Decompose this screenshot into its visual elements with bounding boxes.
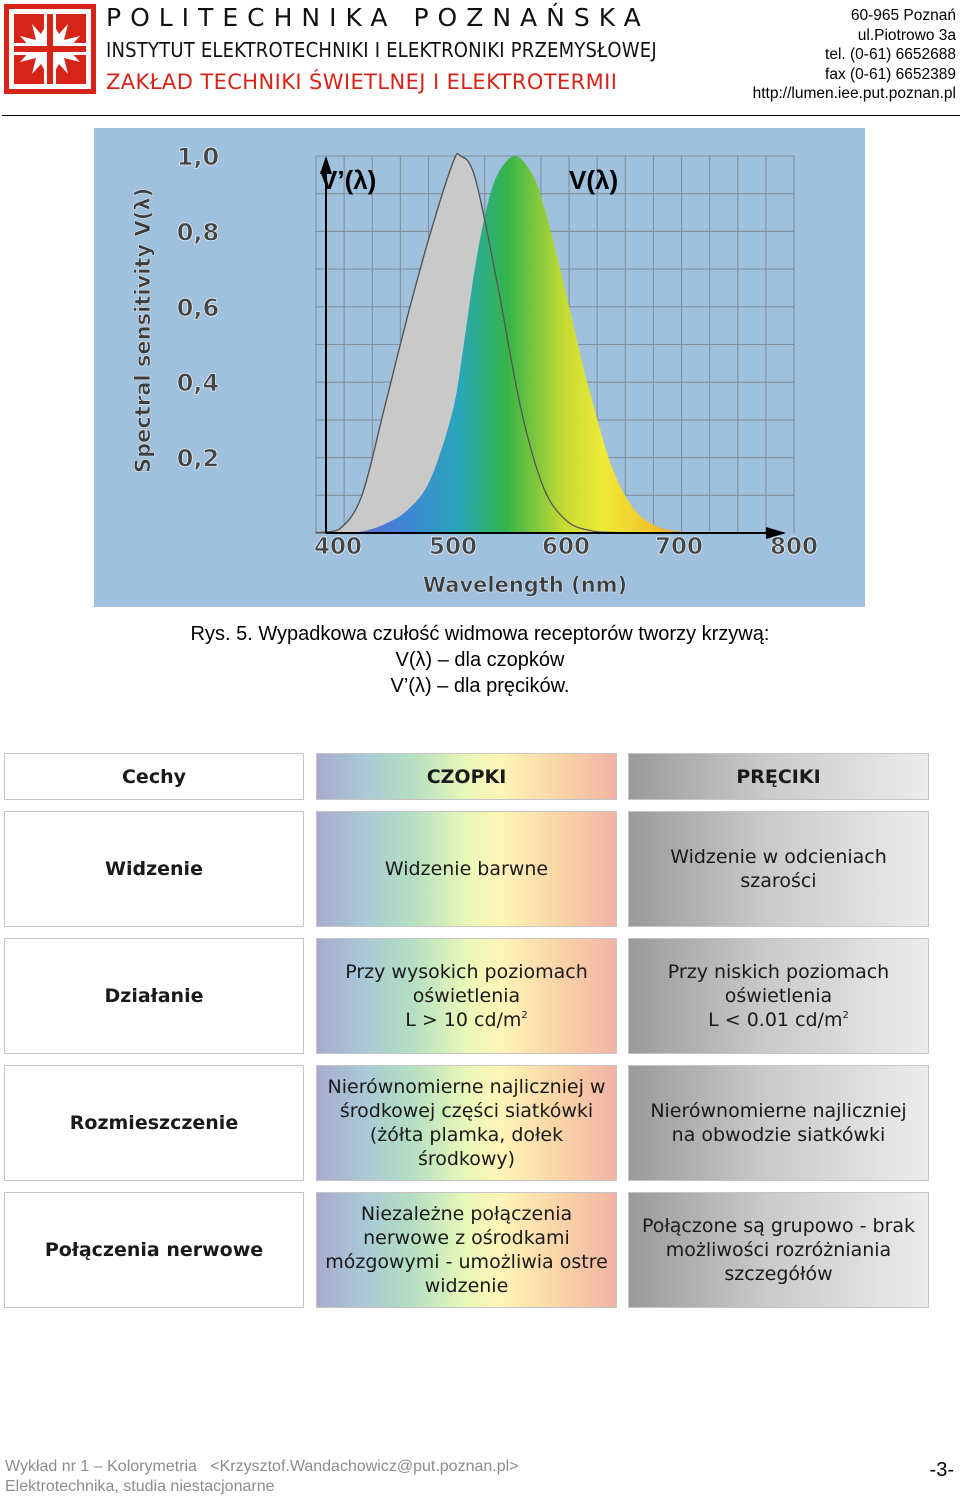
rods-neural-connections: Połączone są grupowo - brak możliwości r… xyxy=(628,1192,929,1308)
feature-operation: Działanie xyxy=(4,938,304,1054)
contact-fax: fax (0-61) 6652389 xyxy=(825,65,956,83)
rods-vision: Widzenie w odcieniach szarości xyxy=(628,811,929,927)
header-features: Cechy xyxy=(4,753,304,800)
x-tick-label-2: 600 xyxy=(542,534,590,560)
x-tick-label-1: 500 xyxy=(429,534,477,560)
cones-operation-text: Przy wysokich poziomach oświetlenia xyxy=(345,961,588,1007)
cones-curve-label: V(λ) xyxy=(569,165,618,195)
footer-lecture: Wykład nr 1 – Kolorymetria <Krzysztof.Wa… xyxy=(5,1458,519,1475)
y-tick-label-1: 0,8 xyxy=(177,218,220,246)
rods-operation: Przy niskich poziomach oświetlenia L < 0… xyxy=(628,938,929,1054)
cones-operation-value: L > 10 cd/m2 xyxy=(405,1009,528,1031)
contact-block: 60-965 Poznań ul.Piotrowo 3a tel. (0-61)… xyxy=(753,6,956,104)
y-tick-label-3: 0,4 xyxy=(177,369,220,397)
caption-line-3: V’(λ) – dla pręcików. xyxy=(390,675,570,697)
footer-course: Elektrotechnika, studia niestacjonarne xyxy=(5,1478,275,1495)
feature-vision: Widzenie xyxy=(4,811,304,927)
y-axis-arrow-icon xyxy=(320,156,332,174)
spectral-sensitivity-figure: 1,0 0,8 0,6 0,4 0,2 400 500 600 700 800 Spectral… xyxy=(94,128,865,607)
cones-curve-area xyxy=(316,155,772,534)
university-name: POLITECHNIKA POZNAŃSKA xyxy=(106,3,650,32)
header-rods: PRĘCIKI xyxy=(628,753,929,800)
rods-distribution: Nierównomierne najliczniej na obwodzie s… xyxy=(628,1065,929,1181)
feature-distribution: Rozmieszczenie xyxy=(4,1065,304,1181)
university-logo-icon xyxy=(4,4,96,94)
rods-operation-text: Przy niskich poziomach oświetlenia xyxy=(667,961,890,1007)
header-cones: CZOPKI xyxy=(316,753,617,800)
contact-street: ul.Piotrowo 3a xyxy=(857,26,956,44)
institute-name: INSTYTUT ELEKTROTECHNIKI I ELEKTRONIKI P… xyxy=(106,38,657,62)
x-tick-label-4: 800 xyxy=(770,534,818,560)
x-axis-arrow-icon xyxy=(766,527,786,539)
rods-curve-label: V’(λ) xyxy=(320,165,376,195)
figure-caption: Rys. 5. Wypadkowa czułość widmowa recept… xyxy=(0,621,960,699)
x-tick-labels: 400 500 600 700 800 xyxy=(314,534,819,561)
x-axis-label: Wavelength (nm) xyxy=(423,573,627,597)
cones-neural-connections: Niezależne połączenia nerwowe z ośrodkam… xyxy=(316,1192,617,1308)
y-tick-label-2: 0,6 xyxy=(177,294,220,322)
spectral-sensitivity-chart: 1,0 0,8 0,6 0,4 0,2 400 500 600 700 800 Spectral… xyxy=(131,143,819,598)
contact-address: 60-965 Poznań xyxy=(850,7,956,24)
page-header: POLITECHNIKA POZNAŃSKA INSTYTUT ELEKTROT… xyxy=(0,0,960,116)
page-number: -3- xyxy=(929,1459,954,1481)
contact-website[interactable]: http://lumen.iee.put.poznan.pl xyxy=(752,85,956,102)
chart-axes xyxy=(320,156,786,539)
feature-neural-connections: Połączenia nerwowe xyxy=(4,1192,304,1308)
cones-distribution: Nierównomierne najliczniej w środkowej c… xyxy=(316,1065,617,1181)
page-footer: Wykład nr 1 – Kolorymetria <Krzysztof.Wa… xyxy=(5,1457,519,1497)
y-tick-label-4: 0,2 xyxy=(177,445,220,473)
caption-line-1: Rys. 5. Wypadkowa czułość widmowa recept… xyxy=(190,623,770,645)
cones-vision: Widzenie barwne xyxy=(316,811,617,927)
x-tick-label-0: 400 xyxy=(314,534,362,560)
contact-phone: tel. (0-61) 6652688 xyxy=(825,46,956,63)
cones-operation: Przy wysokich poziomach oświetlenia L > … xyxy=(316,938,617,1054)
y-axis-label: Spectral sensitivity V(λ) xyxy=(131,188,155,473)
y-tick-label-0: 1,0 xyxy=(177,143,220,171)
x-tick-label-3: 700 xyxy=(655,534,703,560)
department-name: ZAKŁAD TECHNIKI ŚWIETLNEJ I ELEKTROTERMI… xyxy=(106,70,618,94)
caption-line-2: V(λ) – dla czopków xyxy=(395,649,565,671)
header-divider xyxy=(2,115,960,116)
rods-operation-value: L < 0.01 cd/m2 xyxy=(708,1009,849,1031)
y-tick-labels: 1,0 0,8 0,6 0,4 0,2 xyxy=(176,143,220,473)
